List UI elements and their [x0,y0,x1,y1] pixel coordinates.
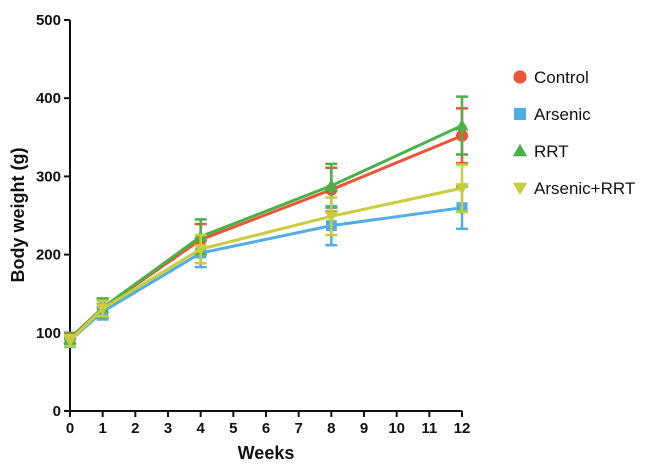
data-point [324,211,338,223]
y-axis-title: Body weight (g) [8,148,28,283]
y-tick-label: 200 [36,247,61,264]
x-tick-label: 9 [360,420,368,437]
legend-marker [512,182,528,196]
x-tick-label: 0 [66,420,74,437]
y-tick-label: 100 [36,325,61,342]
series-layer [63,95,469,349]
x-tick-label: 7 [294,420,302,437]
data-point [455,183,469,195]
x-tick-label: 10 [388,420,405,437]
legend-marker [513,70,527,84]
x-tick-label: 5 [229,420,237,437]
legend-label: Arsenic+RRT [534,179,635,198]
legend-item: Control [513,68,589,87]
series-arsenic-rrt [63,163,469,348]
y-tick-label: 300 [36,168,61,185]
series-rrt [63,95,469,346]
x-tick-label: 8 [327,420,335,437]
data-point [63,335,77,348]
legend-label: RRT [534,142,569,161]
legend-label: Arsenic [534,105,591,124]
x-tick-label: 12 [454,420,471,437]
data-point [194,244,208,256]
x-tick-label: 11 [421,420,437,437]
legend-item: Arsenic [514,105,591,124]
legend-marker [512,143,528,157]
x-axis-title: Weeks [238,443,295,463]
x-tick-label: 6 [262,420,270,437]
series-line [68,134,463,340]
series-control [63,107,469,345]
data-point [324,179,338,191]
legend-item: Arsenic+RRT [512,179,635,198]
data-point [96,303,110,316]
x-tick-label: 4 [196,420,205,437]
y-tick-label: 400 [36,90,61,107]
legend-marker [514,108,526,120]
legend: Control Arsenic RRT Arsenic+RRT [512,68,635,198]
x-tick-label: 2 [131,420,139,437]
legend-label: Control [534,68,589,87]
series-line [69,206,463,342]
data-point [455,118,469,131]
x-tick-label: 1 [98,420,106,437]
y-tick-label: 500 [36,12,61,29]
legend-item: RRT [512,142,569,161]
y-tick-label: 0 [53,403,61,420]
x-tick-label: 3 [164,420,172,437]
